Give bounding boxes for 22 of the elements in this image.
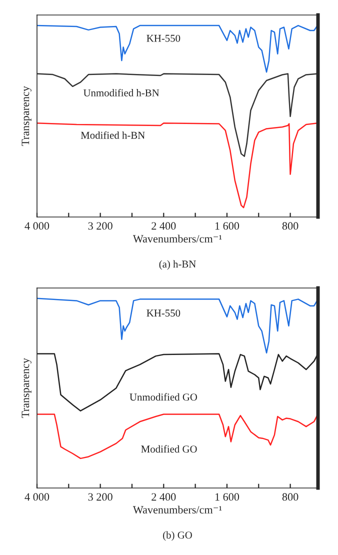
- series-label: KH-550: [146, 34, 180, 42]
- text: (b) GO: [163, 531, 192, 541]
- series-label: Unmodified h-BN: [83, 88, 160, 96]
- x-axis-title: Wavenumbers/cm⁻¹: [132, 506, 222, 514]
- x-axis-title: Wavenumbers/cm⁻¹: [132, 234, 222, 243]
- x-tick-label: 1 600: [215, 222, 240, 230]
- series-label: KH-550: [146, 310, 180, 317]
- x-tick-label: 800: [282, 222, 298, 230]
- x-tick-label: 4 000: [24, 493, 50, 501]
- y-axis-title: Transparency: [22, 86, 32, 146]
- series-label: Unmodified GO: [130, 393, 198, 401]
- series-label: Modified h-BN: [80, 131, 145, 139]
- x-tick-label: 2 400: [152, 493, 176, 501]
- x-tick-label: 4 000: [24, 222, 50, 230]
- x-tick-label: 800: [282, 493, 298, 501]
- x-tick-label: 1 600: [215, 493, 240, 501]
- series-label: Modified GO: [141, 445, 197, 453]
- x-tick-label: 3 200: [88, 493, 112, 501]
- text: (a) h-BN: [159, 260, 196, 270]
- y-axis-title: Transparency: [22, 358, 32, 418]
- x-tick-label: 3 200: [88, 222, 112, 230]
- x-tick-label: 2 400: [152, 222, 176, 230]
